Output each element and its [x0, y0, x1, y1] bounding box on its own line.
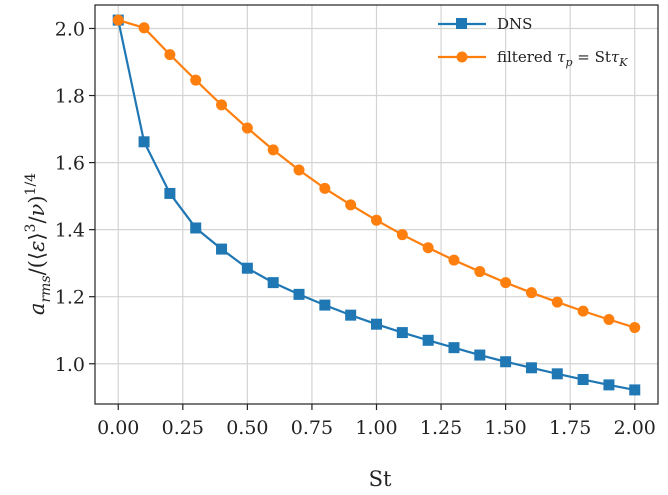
data-point: [603, 379, 615, 391]
data-point: [448, 254, 460, 266]
data-point: [603, 314, 615, 326]
data-point: [474, 349, 486, 361]
grid-lines: [95, 5, 658, 404]
data-point: [164, 187, 176, 199]
data-point: [138, 22, 150, 34]
legend-label-filtered: filtered τp = StτK: [497, 48, 628, 69]
y-tick-label: 1.4: [55, 220, 85, 242]
data-point: [396, 229, 408, 241]
data-point: [345, 199, 357, 211]
legend-marker-filtered: [456, 51, 468, 63]
data-point: [474, 266, 486, 278]
y-tick-label: 1.2: [55, 287, 85, 309]
data-point: [422, 242, 434, 254]
data-point: [577, 305, 589, 317]
data-point: [241, 122, 253, 134]
data-point: [500, 277, 512, 289]
x-tick-label: 0.50: [226, 417, 268, 439]
y-axis-ticks: 1.0 1.2 1.4 1.6 1.8 2.0: [55, 18, 95, 376]
data-point: [216, 99, 228, 111]
x-tick-label: 1.25: [420, 417, 462, 439]
x-tick-label: 0.00: [97, 417, 139, 439]
y-tick-label: 1.8: [55, 86, 85, 108]
data-point: [345, 309, 357, 321]
data-point: [525, 287, 537, 299]
x-axis-label: St: [369, 467, 392, 491]
x-tick-label: 0.75: [291, 417, 333, 439]
x-tick-label: 1.00: [355, 417, 397, 439]
y-axis-label: arms/(⟨ε⟩3/ν)1/4: [23, 173, 54, 315]
x-tick-label: 2.00: [614, 417, 656, 439]
data-point: [448, 342, 460, 354]
y-tick-label: 1.0: [55, 354, 85, 376]
data-point: [241, 262, 253, 274]
data-point: [525, 362, 537, 374]
data-point: [138, 136, 150, 148]
data-point: [500, 356, 512, 368]
data-point: [216, 243, 228, 255]
data-point: [319, 182, 331, 194]
data-point: [422, 334, 434, 346]
series-1: [112, 14, 641, 334]
data-point: [551, 296, 563, 308]
data-point: [190, 222, 202, 234]
legend-label-dns: DNS: [497, 15, 532, 33]
data-point: [293, 288, 305, 300]
data-point: [629, 384, 641, 396]
x-tick-label: 1.50: [484, 417, 526, 439]
data-point: [293, 164, 305, 176]
legend-marker-dns: [456, 18, 467, 29]
x-axis-ticks: 0.00 0.25 0.50 0.75 1.00 1.25 1.50 1.75 2.00: [97, 404, 656, 439]
data-point: [267, 144, 279, 156]
data-point: [551, 368, 563, 380]
data-point: [371, 318, 382, 330]
data-point: [396, 327, 408, 339]
data-point: [164, 49, 176, 61]
data-point: [190, 74, 202, 86]
y-tick-label: 2.0: [55, 18, 85, 40]
x-tick-label: 0.25: [162, 417, 204, 439]
data-point: [267, 277, 279, 289]
x-tick-label: 1.75: [549, 417, 591, 439]
data-point: [112, 14, 124, 26]
data-series: [112, 14, 641, 396]
data-point: [371, 214, 382, 226]
data-point: [629, 322, 641, 334]
data-point: [319, 299, 331, 311]
data-point: [577, 374, 589, 386]
y-tick-label: 1.6: [55, 153, 85, 175]
legend: DNS filtered τp = StτK: [438, 15, 628, 69]
